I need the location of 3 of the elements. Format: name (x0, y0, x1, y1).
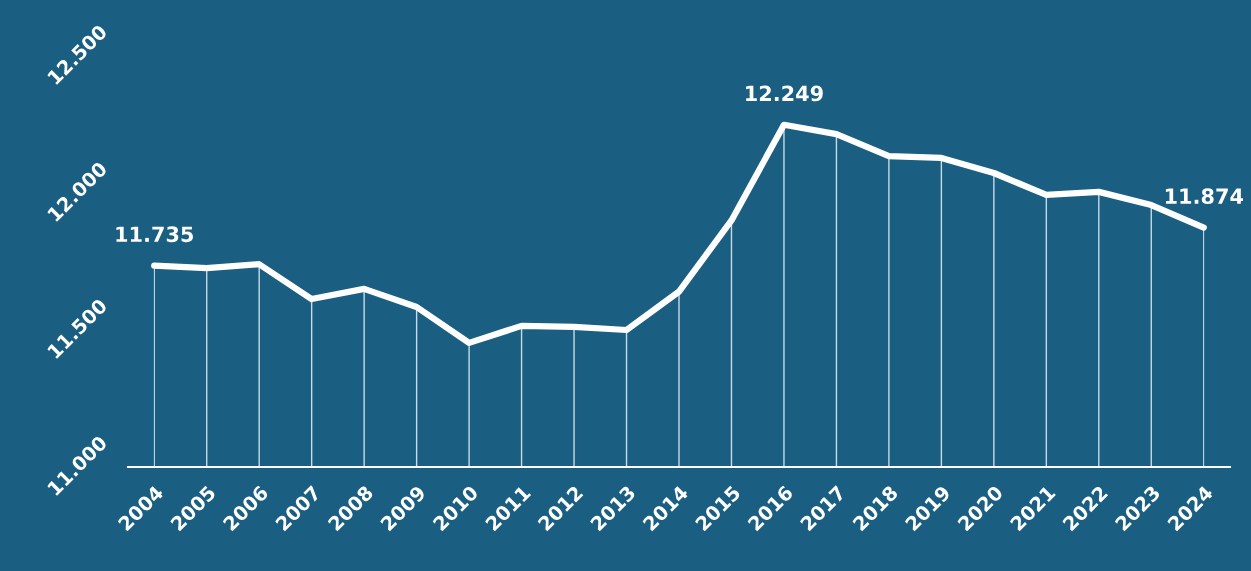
data-label: 11.874 (1165, 188, 1243, 205)
data-label: 12.249 (746, 85, 823, 102)
data-label: 11.735 (116, 226, 193, 243)
